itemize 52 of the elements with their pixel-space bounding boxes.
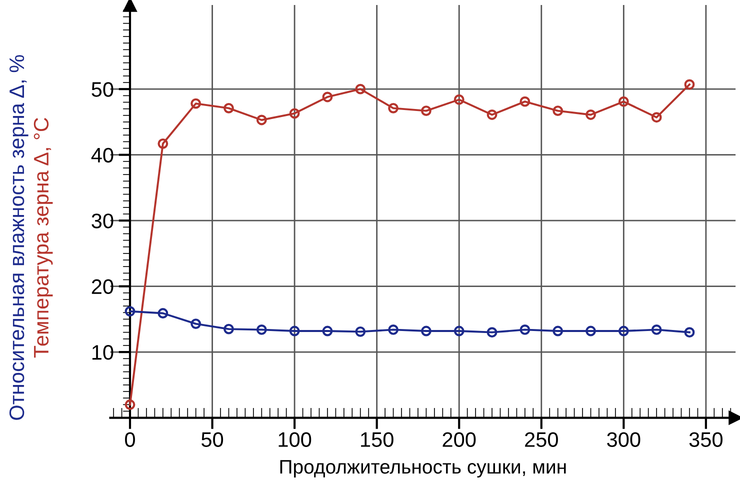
y-tick-label: 40 — [91, 148, 114, 163]
point — [289, 326, 300, 336]
text: Относительная влажность зерна Δ, % — [9, 55, 28, 420]
point — [256, 114, 267, 126]
point — [388, 324, 398, 335]
point — [552, 106, 564, 116]
point — [651, 112, 662, 123]
point — [124, 399, 136, 410]
point — [355, 326, 366, 337]
point — [486, 327, 498, 338]
x-axis-title: Продолжительность сушки, мин — [280, 460, 566, 478]
point — [586, 110, 596, 120]
point — [454, 94, 464, 105]
point — [322, 326, 333, 336]
x-tick-label: 100 — [278, 432, 312, 447]
x-tick-label: 0 — [125, 432, 135, 447]
point — [420, 326, 432, 336]
point — [486, 110, 498, 120]
x-tick-label: 350 — [689, 432, 723, 447]
point — [520, 324, 530, 335]
point — [388, 102, 398, 114]
point — [256, 324, 267, 335]
point — [420, 106, 432, 116]
x-tick-label: 300 — [607, 432, 640, 447]
point — [684, 327, 695, 338]
x-tick-label: 250 — [525, 432, 558, 447]
point — [618, 326, 629, 336]
point — [158, 138, 168, 149]
point — [322, 92, 333, 102]
point — [224, 324, 234, 334]
y-tick-label: 50 — [92, 82, 114, 97]
point — [124, 306, 136, 316]
x-tick-label: 150 — [361, 432, 394, 447]
point — [552, 326, 564, 336]
point — [355, 84, 366, 94]
point — [190, 98, 202, 109]
y-tick-label: 20 — [92, 279, 114, 294]
point — [224, 102, 234, 114]
point — [289, 108, 300, 119]
x-tick-label: 200 — [442, 432, 476, 447]
x-tick-label: 50 — [202, 432, 224, 447]
point — [454, 326, 464, 336]
y-tick-label: 10 — [92, 345, 114, 360]
point — [618, 96, 629, 107]
text: Температура зерна Δ, °C — [34, 118, 53, 358]
y-tick-label: 30 — [92, 214, 114, 228]
point — [158, 308, 168, 318]
point — [520, 96, 530, 107]
point — [586, 326, 596, 336]
point — [190, 318, 202, 329]
point — [651, 324, 662, 335]
point — [684, 79, 695, 90]
